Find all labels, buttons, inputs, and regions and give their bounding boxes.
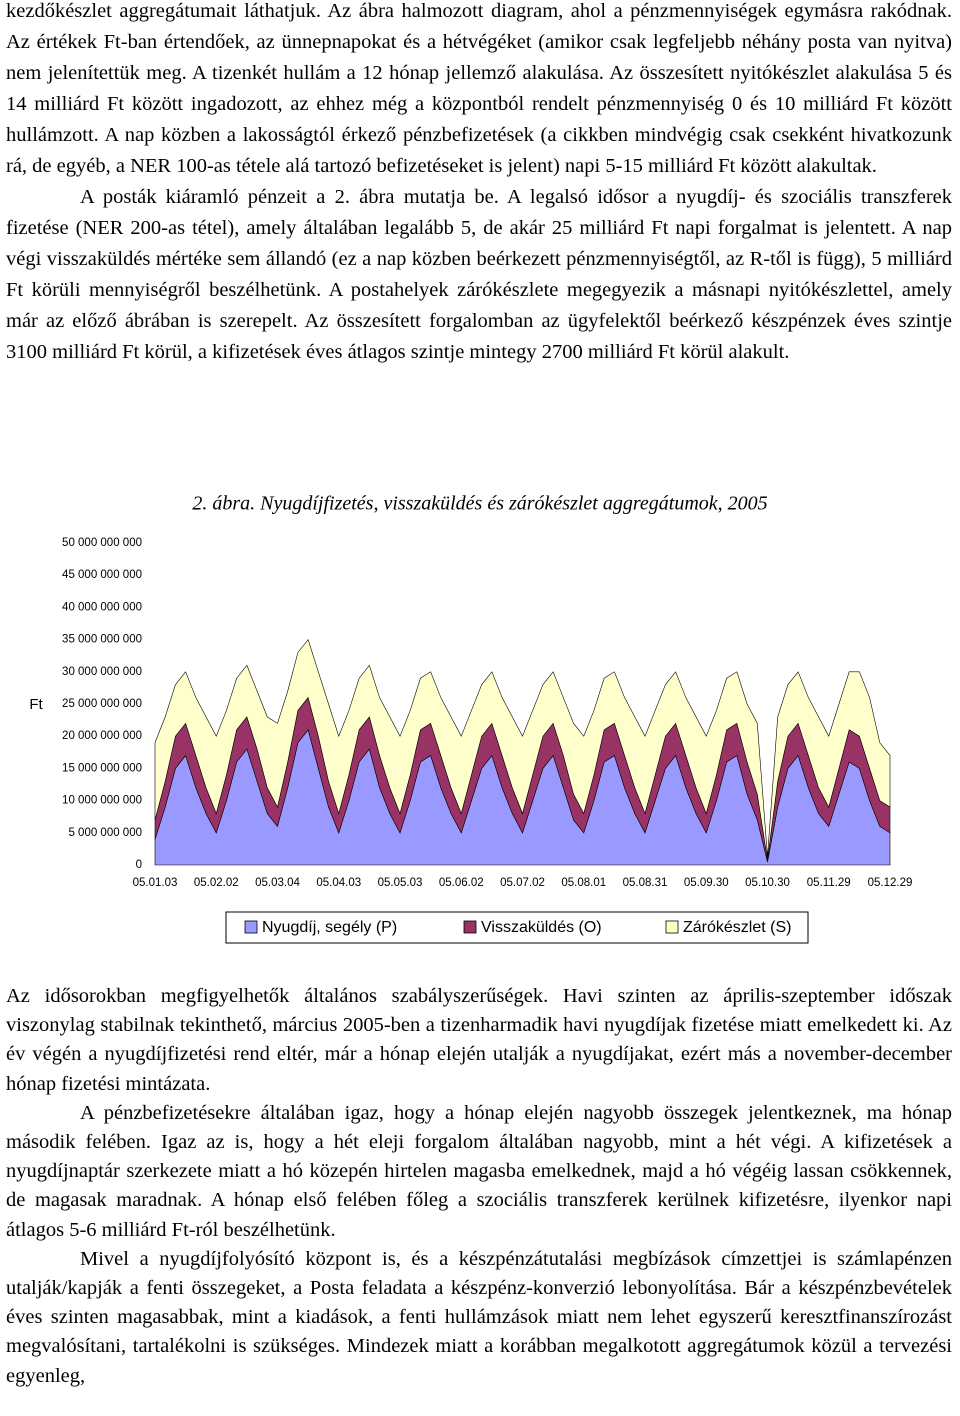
x-tick-label: 05.02.02 xyxy=(194,877,239,889)
y-tick-label: 25 000 000 000 xyxy=(62,698,142,710)
y-axis-label: Ft xyxy=(29,696,43,713)
legend-label: Nyugdíj, segély (P) xyxy=(262,919,397,936)
y-tick-label: 35 000 000 000 xyxy=(62,634,142,646)
y-tick-label: 5 000 000 000 xyxy=(68,827,142,839)
y-tick-label: 15 000 000 000 xyxy=(62,762,142,774)
paragraph: A pénzbefizetésekre általában igaz, hogy… xyxy=(6,1101,952,1241)
x-tick-label: 05.05.03 xyxy=(378,877,423,889)
paragraph: Az idősorokban megfigyelhetők általános … xyxy=(6,985,952,1095)
chart: 2. ábra. Nyugdíjfizetés, visszaküldés és… xyxy=(29,493,913,944)
paragraph: Mivel a nyugdíjfolyósító központ is, és … xyxy=(6,1247,952,1387)
top-text: kezdőkészlet aggregátumait láthatjuk. Az… xyxy=(6,0,952,368)
x-tick-label: 05.06.02 xyxy=(439,877,484,889)
legend-box xyxy=(225,911,809,944)
x-tick-label: 05.09.30 xyxy=(684,877,729,889)
legend-label: Visszaküldés (O) xyxy=(481,919,602,936)
y-tick-label: 40 000 000 000 xyxy=(62,601,142,613)
legend-label: Zárókészlet (S) xyxy=(683,919,791,936)
legend-swatch xyxy=(463,920,477,934)
x-tick-label: 05.03.04 xyxy=(255,877,300,889)
y-tick-label: 50 000 000 000 xyxy=(62,537,142,549)
x-tick-label: 05.11.29 xyxy=(807,877,851,889)
x-tick-label: 05.10.30 xyxy=(745,877,790,889)
paragraph: A posták kiáramló pénzeit a 2. ábra muta… xyxy=(6,186,952,363)
x-tick-label: 05.07.02 xyxy=(500,877,545,889)
x-tick-label: 05.08.01 xyxy=(561,877,606,889)
area xyxy=(154,638,891,860)
chart-title: 2. ábra. Nyugdíjfizetés, visszaküldés és… xyxy=(192,493,767,515)
y-tick-label: 0 xyxy=(136,859,142,871)
paragraph: kezdőkészlet aggregátumait láthatjuk. Az… xyxy=(6,0,952,177)
y-tick-label: 20 000 000 000 xyxy=(62,730,142,742)
x-tick-label: 05.04.03 xyxy=(316,877,361,889)
y-tick-label: 30 000 000 000 xyxy=(62,666,142,678)
y-tick-label: 10 000 000 000 xyxy=(62,795,142,807)
x-tick-label: 05.01.03 xyxy=(133,877,178,889)
legend-swatch xyxy=(665,920,679,934)
y-tick-label: 45 000 000 000 xyxy=(62,569,142,581)
legend-swatch xyxy=(244,920,258,934)
x-tick-label: 05.12.29 xyxy=(868,877,913,889)
bottom-text: Az idősorokban megfigyelhetők általános … xyxy=(6,982,952,1391)
x-tick-label: 05.08.31 xyxy=(623,877,668,889)
